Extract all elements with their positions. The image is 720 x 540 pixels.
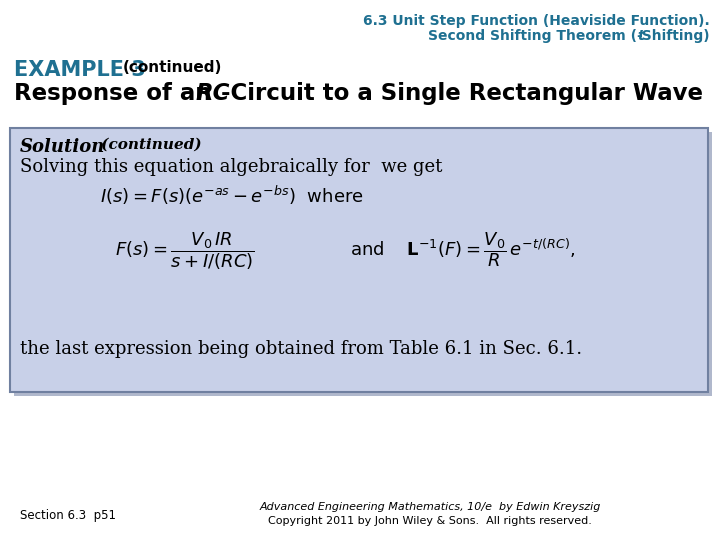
Text: EXAMPLE 3: EXAMPLE 3 <box>14 60 145 80</box>
Text: Second Shifting Theorem (: Second Shifting Theorem ( <box>428 29 637 43</box>
Text: $F(s) = \dfrac{V_0\,IR}{s + I/(RC)}$: $F(s) = \dfrac{V_0\,IR}{s + I/(RC)}$ <box>115 230 255 272</box>
Text: -Circuit to a Single Rectangular Wave: -Circuit to a Single Rectangular Wave <box>221 82 703 105</box>
Text: -Shifting): -Shifting) <box>636 29 710 43</box>
Text: Response of an: Response of an <box>14 82 220 105</box>
FancyBboxPatch shape <box>14 132 712 396</box>
Text: Solution: Solution <box>20 138 105 156</box>
Text: (continued): (continued) <box>123 60 222 75</box>
Text: $I(s) = F(s)(e^{-as} - e^{-bs})$  where: $I(s) = F(s)(e^{-as} - e^{-bs})$ where <box>100 184 364 207</box>
FancyBboxPatch shape <box>10 128 708 392</box>
Text: (continued): (continued) <box>96 138 202 152</box>
Text: 6.3 Unit Step Function (Heaviside Function).: 6.3 Unit Step Function (Heaviside Functi… <box>364 14 710 28</box>
Text: Section 6.3  p51: Section 6.3 p51 <box>20 509 116 522</box>
Text: RC: RC <box>196 82 230 105</box>
Text: Copyright 2011 by John Wiley & Sons.  All rights reserved.: Copyright 2011 by John Wiley & Sons. All… <box>268 516 592 526</box>
Text: Solving this equation algebraically for  we get: Solving this equation algebraically for … <box>20 158 442 176</box>
Text: Advanced Engineering Mathematics, 10/e  by Edwin Kreyszig: Advanced Engineering Mathematics, 10/e b… <box>259 502 600 512</box>
Text: and    $\mathbf{L}^{-1}(F) = \dfrac{V_0}{R}\,e^{-t/(RC)},$: and $\mathbf{L}^{-1}(F) = \dfrac{V_0}{R}… <box>350 230 575 268</box>
Text: t: t <box>637 29 644 43</box>
Text: the last expression being obtained from Table 6.1 in Sec. 6.1.: the last expression being obtained from … <box>20 340 582 358</box>
